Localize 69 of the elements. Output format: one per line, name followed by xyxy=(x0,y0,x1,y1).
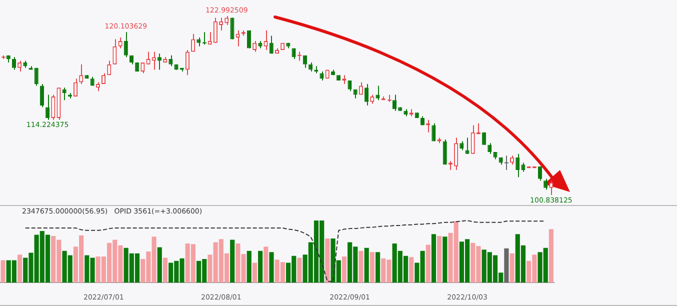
bar xyxy=(269,252,274,283)
bar xyxy=(504,248,509,283)
candlestick xyxy=(140,62,145,74)
bar xyxy=(358,250,364,283)
candlestick xyxy=(516,153,520,178)
candlestick xyxy=(252,40,257,52)
candlestick xyxy=(269,35,274,54)
candlestick xyxy=(213,17,218,44)
bar xyxy=(442,236,448,283)
candlestick xyxy=(358,82,363,96)
bar xyxy=(409,257,414,283)
candlestick xyxy=(152,51,156,70)
candlestick xyxy=(34,67,38,86)
bar xyxy=(342,256,347,283)
bar xyxy=(510,253,514,283)
candlestick xyxy=(118,36,122,49)
candlestick xyxy=(470,124,475,154)
bar xyxy=(264,246,268,283)
bar xyxy=(297,258,302,283)
bar xyxy=(370,252,374,283)
candlestick xyxy=(465,137,470,154)
candlestick xyxy=(12,56,16,70)
candlestick xyxy=(46,94,50,120)
candlestick xyxy=(18,60,22,72)
candlestick xyxy=(504,155,509,170)
candlestick xyxy=(454,137,458,170)
candlestick xyxy=(157,53,162,70)
candlestick xyxy=(219,17,224,31)
candlestick xyxy=(538,166,542,182)
candlestick xyxy=(236,30,240,47)
candlestick xyxy=(107,60,112,76)
bar xyxy=(325,238,330,283)
candlestick xyxy=(74,78,78,98)
candlestick xyxy=(40,84,44,108)
bar xyxy=(437,236,442,283)
candlestick xyxy=(432,122,436,142)
candlestick xyxy=(146,51,150,65)
candlestick xyxy=(191,33,196,52)
candlestick xyxy=(302,54,307,68)
bar xyxy=(162,258,168,283)
candlestick xyxy=(168,54,173,67)
candlestick xyxy=(202,32,207,46)
bar xyxy=(426,244,430,283)
bar xyxy=(364,248,369,283)
bar xyxy=(17,254,22,283)
bar xyxy=(252,262,258,283)
candlestick xyxy=(544,178,548,190)
candlestick xyxy=(208,32,212,46)
candlestick xyxy=(185,50,190,76)
bar xyxy=(258,250,263,283)
bar xyxy=(246,250,252,283)
candlestick xyxy=(364,84,369,106)
candlestick xyxy=(51,94,56,120)
candlestick xyxy=(376,85,380,101)
candlestick xyxy=(62,87,66,101)
bar xyxy=(157,247,162,283)
bar xyxy=(230,240,235,283)
candlestick xyxy=(488,142,492,154)
candlestick xyxy=(549,180,554,196)
candlestick xyxy=(79,64,84,85)
candlestick xyxy=(112,38,117,65)
bar xyxy=(548,229,554,283)
candlestick xyxy=(392,94,397,112)
bar xyxy=(431,234,436,283)
bar xyxy=(376,252,380,283)
candlestick xyxy=(124,32,128,58)
candlestick xyxy=(264,30,268,51)
bar xyxy=(0,260,6,283)
candlestick xyxy=(442,139,447,166)
